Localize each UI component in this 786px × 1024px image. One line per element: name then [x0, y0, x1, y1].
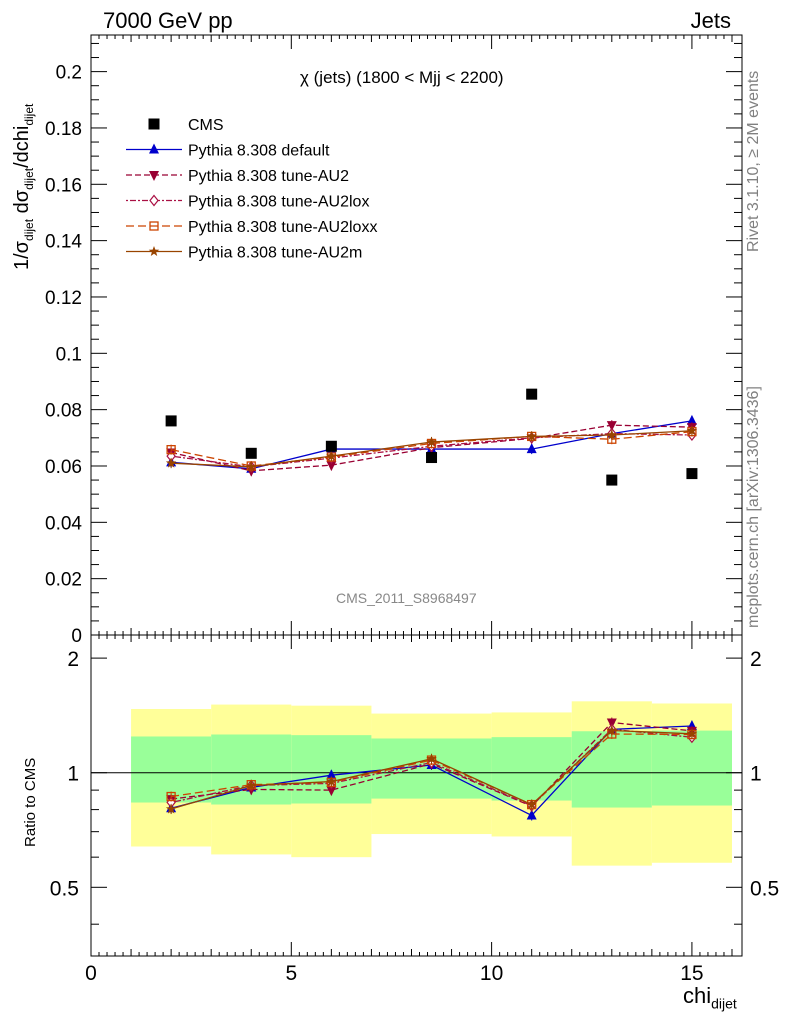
y-tick-label: 0.2 [56, 63, 82, 84]
series-point [326, 461, 337, 472]
y-tick-label: 0.12 [45, 288, 82, 309]
series-point [326, 450, 337, 461]
series-point [686, 425, 698, 436]
x-axis-label: chidijet [683, 983, 737, 1012]
legend-entry: Pythia 8.308 tune-AU2loxx [126, 219, 377, 236]
legend-label: CMS [188, 117, 224, 134]
legend-marker [149, 194, 159, 207]
series-point [686, 414, 697, 425]
axis-ticks: 0 5 10 15 0 0.02 0.04 0.06 0.08 0.1 0.12 0.14 0.16 0.… [45, 35, 779, 985]
y-axis-label-main: 1/σdijet dσdijet/dchidijet [11, 103, 36, 270]
ratio-point [326, 786, 337, 797]
ratio-point [426, 753, 437, 764]
plot-frames [90, 34, 743, 957]
ratio-point [165, 803, 177, 814]
ratio-tick-label-right: 0.5 [750, 877, 779, 900]
series-point [165, 457, 177, 468]
legend-entry: CMS [148, 117, 224, 134]
ratio-tick-label-right: 2 [750, 648, 762, 671]
ratio-point [526, 809, 537, 820]
inner-band [131, 736, 212, 803]
series-point [606, 429, 618, 440]
data-series [165, 388, 698, 486]
ratio-point [246, 779, 257, 790]
legend-entry: Pythia 8.308 tune-AU2lox [126, 194, 369, 211]
legend-label: Pythia 8.308 tune-AU2lox [188, 194, 369, 211]
ratio-point [326, 769, 337, 780]
series-point [526, 443, 537, 454]
ratio-tick-label-right: 1 [750, 763, 762, 786]
legend-marker [149, 143, 159, 154]
inner-band [571, 731, 652, 808]
chart-title: χ (jets) (1800 < Mjj < 2200) [300, 68, 504, 87]
series-point [526, 430, 537, 441]
y-tick-label: 0.16 [45, 175, 82, 196]
x-tick-label: 15 [680, 962, 703, 985]
ratio-tick-label: 0.5 [50, 877, 79, 900]
series-point [426, 436, 437, 447]
series-4 [165, 425, 698, 815]
data-point [245, 447, 257, 459]
ratio-point [606, 724, 618, 735]
rivet-label: Rivet 3.1.10, ≥ 2M events [745, 70, 762, 252]
series-point [246, 461, 257, 472]
legend-marker [149, 171, 159, 181]
ratio-point [686, 728, 698, 739]
legend-marker [148, 246, 160, 256]
legend: CMS Pythia 8.308 default Pythia 8.308 tune… [126, 117, 377, 262]
x-tick-label: 10 [480, 962, 503, 985]
legend-label: Pythia 8.308 tune-AU2m [188, 245, 362, 262]
ratio-tick-label: 1 [67, 763, 79, 786]
y-tick-label: 0.06 [45, 457, 82, 478]
series-layer [165, 388, 698, 821]
ratio-frame [90, 634, 743, 957]
ratio-point [526, 799, 537, 810]
data-point [606, 474, 618, 486]
data-point [686, 468, 698, 480]
data-point [165, 415, 177, 427]
legend-marker [148, 118, 160, 130]
y-tick-label: 0.08 [45, 401, 82, 422]
legend-marker [149, 221, 159, 231]
series-point [606, 421, 617, 432]
legend-label: Pythia 8.308 tune-AU2loxx [188, 219, 377, 236]
legend-entry: Pythia 8.308 default [126, 143, 330, 160]
data-point [526, 388, 538, 400]
x-tick-label: 0 [85, 962, 97, 985]
y-tick-label: 0 [71, 626, 82, 647]
uncertainty-bands [91, 701, 742, 866]
mcplots-label: mcplots.cern.ch [arXiv:1306.3436] [745, 386, 762, 628]
y-tick-label: 0.18 [45, 119, 82, 140]
ratio-tick-label: 2 [67, 648, 79, 671]
legend-entry: Pythia 8.308 tune-AU2 [126, 168, 349, 185]
data-point [325, 440, 337, 452]
y-tick-label: 0.1 [56, 344, 82, 365]
energy-label: 7000 GeV pp [103, 8, 233, 33]
x-tick-label: 5 [285, 962, 297, 985]
inner-band [491, 737, 572, 801]
process-label: Jets [690, 8, 731, 33]
series-point [166, 444, 176, 455]
y-tick-label: 0.04 [45, 513, 82, 534]
ratio-point [166, 791, 176, 802]
analysis-watermark: CMS_2011_S8968497 [336, 590, 477, 606]
legend-entry: Pythia 8.308 tune-AU2m [126, 245, 362, 262]
data-point [426, 452, 438, 464]
y-tick-label: 0.14 [45, 232, 82, 253]
legend-label: Pythia 8.308 default [188, 143, 330, 160]
y-axis-label-ratio: Ratio to CMS [22, 757, 39, 847]
legend-label: Pythia 8.308 tune-AU2 [188, 168, 349, 185]
y-tick-label: 0.02 [45, 570, 82, 591]
ratio-point [326, 776, 337, 787]
